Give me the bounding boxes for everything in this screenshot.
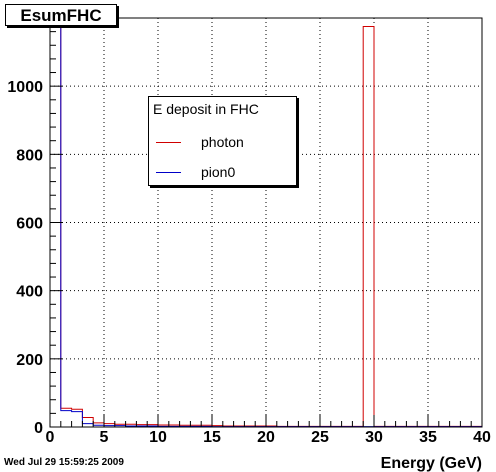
x-tick-label: 35 xyxy=(419,429,437,446)
x-tick-label: 15 xyxy=(203,429,221,446)
x-tick-label: 20 xyxy=(257,429,275,446)
x-tick-label: 40 xyxy=(473,429,491,446)
x-tick-label: 5 xyxy=(100,429,109,446)
legend-entry-pion0: pion0 xyxy=(149,163,296,183)
y-tick-label: 0 xyxy=(34,420,43,437)
legend-label-photon: photon xyxy=(201,134,244,150)
y-tick-label: 1000 xyxy=(7,79,43,96)
x-axis-label: Energy (GeV) xyxy=(381,455,482,472)
datestamp: Wed Jul 29 15:59:25 2009 xyxy=(4,457,124,468)
legend-line-pion0 xyxy=(156,172,181,173)
y-tick-label: 600 xyxy=(16,216,43,233)
legend-line-photon xyxy=(156,142,181,143)
x-tick-label: 30 xyxy=(365,429,383,446)
y-tick-label: 800 xyxy=(16,147,43,164)
legend-label-pion0: pion0 xyxy=(201,164,236,180)
legend-header: E deposit in FHC xyxy=(153,101,259,117)
x-tick-label: 0 xyxy=(46,429,55,446)
legend: E deposit in FHC photon pion0 xyxy=(148,96,297,186)
y-tick-label: 400 xyxy=(16,284,43,301)
histogram-title-box: EsumFHC xyxy=(5,4,117,26)
x-tick-label: 10 xyxy=(149,429,167,446)
legend-entry-photon: photon xyxy=(149,133,296,153)
x-tick-label: 25 xyxy=(311,429,329,446)
y-tick-label: 200 xyxy=(16,352,43,369)
histogram-title: EsumFHC xyxy=(20,6,102,25)
